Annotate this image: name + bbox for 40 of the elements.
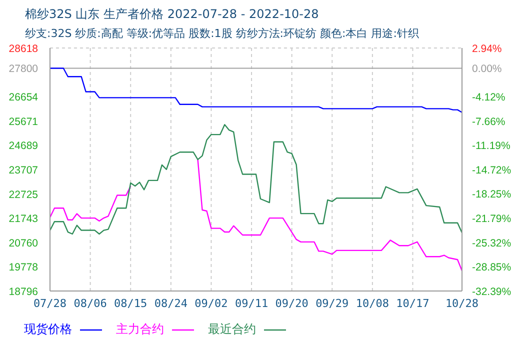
chart-title: 棉纱32S 山东 生产者价格 2022-07-28 - 2022-10-28	[25, 6, 319, 23]
legend-label: 最近合约	[208, 321, 256, 338]
x-tick-label: 10/28	[445, 296, 479, 310]
y-tick-label: 18796	[8, 286, 38, 298]
y-tick-label: 25671	[8, 116, 38, 128]
legend-label: 现货价格	[24, 321, 72, 338]
x-tick-label: 09/11	[234, 296, 268, 310]
y2-tick-label: -25.32%	[472, 237, 512, 250]
y-tick-label: 27800	[8, 63, 38, 76]
line-series	[50, 68, 462, 113]
y-tick-label: 23707	[8, 164, 38, 176]
y2-tick-label: 0.00%	[472, 63, 502, 76]
y2-tick-label: 2.94%	[472, 43, 502, 55]
x-tick-label: 09/29	[316, 296, 349, 310]
y-tick-label: 22725	[8, 188, 38, 201]
y-tick-label: 26654	[8, 92, 38, 104]
y2-tick-label: -18.25%	[472, 188, 512, 201]
x-tick-label: 09/20	[275, 296, 308, 310]
x-tick-label: 10/08	[356, 296, 389, 310]
y-tick-label: 24689	[8, 140, 38, 152]
x-tick-label: 09/02	[194, 296, 228, 310]
y2-tick-label: -14.72%	[472, 164, 512, 176]
x-tick-label: 07/28	[33, 296, 67, 310]
y2-tick-label: -7.66%	[472, 116, 506, 128]
y2-tick-label: -21.79%	[472, 213, 512, 226]
y2-tick-label: -32.39%	[472, 286, 512, 298]
y-tick-label: 19778	[8, 262, 38, 274]
y-tick-label: 20760	[8, 237, 38, 250]
y2-tick-label: -11.19%	[472, 140, 510, 152]
y-tick-label: 21743	[8, 213, 38, 226]
y-tick-label: 28618	[8, 43, 38, 55]
y2-tick-label: -4.12%	[472, 92, 506, 104]
x-tick-label: 08/15	[114, 296, 148, 310]
x-tick-label: 08/06	[74, 296, 107, 310]
chart-subtitle: 纱支:32S 纱质:高配 等级:优等品 股数:1股 纺纱方法:环锭纺 颜色:本白 用途:针织	[25, 26, 419, 41]
x-tick-label: 08/24	[154, 296, 188, 310]
x-tick-label: 10/17	[396, 296, 430, 310]
line-series	[50, 124, 462, 235]
legend-label: 主力合约	[116, 321, 164, 338]
y2-tick-label: -28.85%	[472, 262, 512, 274]
